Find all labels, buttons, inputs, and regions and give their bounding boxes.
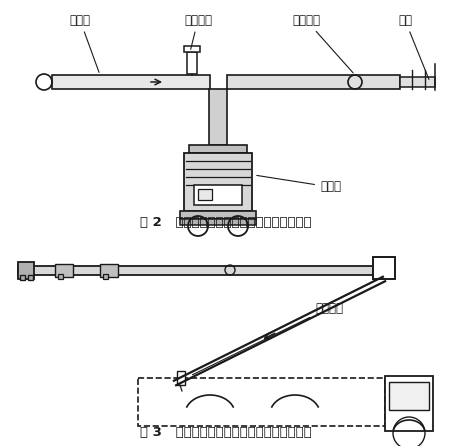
- Bar: [100, 264, 118, 277]
- Bar: [28, 275, 33, 280]
- Bar: [208, 89, 226, 145]
- Bar: [58, 274, 63, 279]
- Text: 计数装置: 计数装置: [192, 301, 342, 375]
- Bar: [52, 75, 210, 89]
- Bar: [103, 274, 108, 279]
- Text: 图 2   袋装水泥计数检测装置安装在皮带机上: 图 2 袋装水泥计数检测装置安装在皮带机上: [140, 215, 311, 228]
- Bar: [184, 153, 252, 211]
- Text: 计数装置: 计数装置: [184, 13, 212, 50]
- Bar: [138, 378, 384, 426]
- Bar: [55, 264, 73, 277]
- Bar: [184, 46, 199, 52]
- Bar: [179, 211, 255, 219]
- Text: 溜槽: 溜槽: [397, 13, 428, 79]
- Bar: [198, 189, 212, 200]
- Bar: [399, 77, 434, 87]
- Bar: [18, 262, 34, 279]
- Bar: [177, 371, 184, 385]
- Bar: [372, 257, 394, 279]
- Bar: [388, 382, 428, 410]
- Text: 皮带机: 皮带机: [69, 13, 99, 72]
- Text: 装车机: 装车机: [256, 175, 340, 194]
- Bar: [226, 75, 399, 89]
- Bar: [18, 266, 377, 275]
- Bar: [189, 145, 246, 153]
- Bar: [187, 52, 197, 74]
- Bar: [384, 376, 432, 431]
- Text: 转弯滚子: 转弯滚子: [291, 13, 352, 73]
- Text: 图 3   袋装水泥计数检测装置安装在装车机上: 图 3 袋装水泥计数检测装置安装在装车机上: [140, 425, 311, 438]
- Bar: [193, 185, 241, 205]
- Bar: [20, 275, 25, 280]
- Bar: [179, 219, 255, 225]
